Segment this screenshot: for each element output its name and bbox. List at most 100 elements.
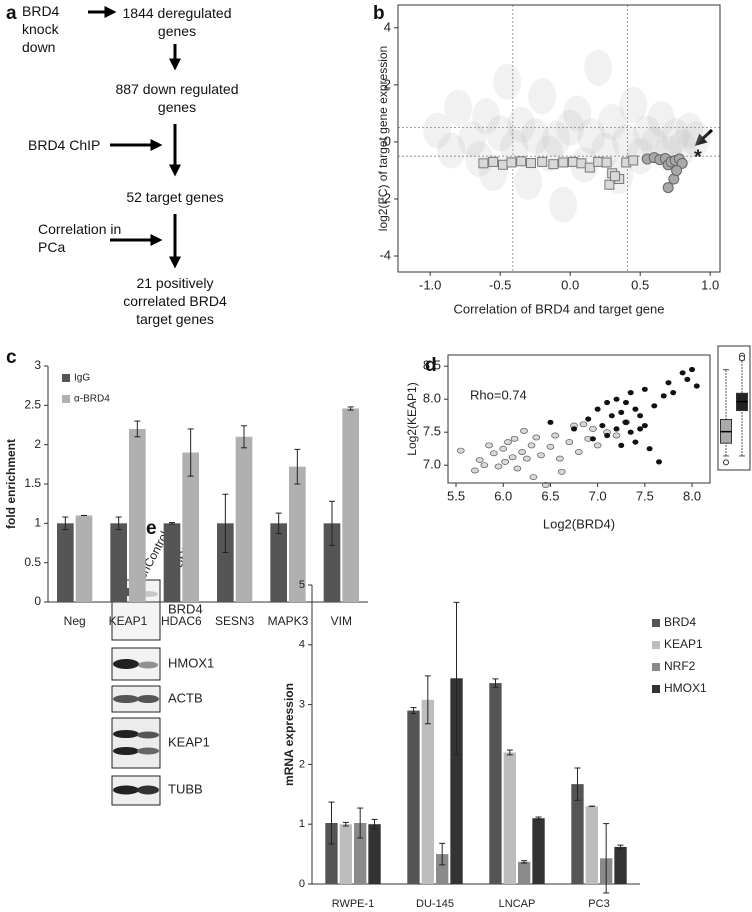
data-point	[556, 455, 564, 462]
blot-row-label: ACTB	[168, 690, 203, 705]
y-tick-label: 1.5	[24, 476, 41, 490]
data-point	[618, 442, 625, 448]
data-point	[622, 419, 629, 425]
data-point	[684, 376, 691, 383]
data-point	[647, 101, 676, 138]
bar	[110, 523, 127, 602]
bar	[325, 823, 338, 884]
x-tick-label: 6.5	[541, 488, 559, 503]
data-point	[637, 426, 644, 432]
data-point	[670, 390, 677, 396]
plot-frame	[397, 4, 721, 273]
data-point	[641, 386, 648, 392]
data-point	[577, 118, 606, 155]
y-tick-label: 7.5	[423, 424, 441, 439]
data-point	[516, 156, 527, 167]
data-point	[584, 162, 595, 173]
data-point	[613, 426, 620, 432]
bar	[339, 824, 352, 884]
x-tick-label: RWPE-1	[332, 898, 375, 910]
data-point	[593, 156, 604, 167]
data-point	[537, 156, 548, 167]
bar	[182, 452, 199, 602]
data-point	[675, 112, 704, 149]
blot-row-label: HMOX1	[168, 655, 214, 670]
x-tick-label: Neg	[64, 614, 86, 628]
y-tick-label: 2	[299, 758, 305, 770]
x-tick-label: DU-145	[416, 898, 454, 910]
bar	[614, 846, 627, 884]
bar	[354, 823, 367, 884]
flow-node: BRD4 ChIP	[28, 137, 101, 153]
data-point	[444, 89, 473, 126]
bar	[235, 436, 253, 602]
x-tick-label: -0.5	[489, 277, 511, 292]
y-tick-label: 2.5	[24, 398, 41, 412]
y-tick-label: 8.0	[423, 391, 441, 406]
y-tick-label: 0	[299, 878, 305, 890]
data-point	[557, 468, 566, 475]
data-point	[622, 399, 629, 406]
data-point	[458, 121, 487, 158]
data-point	[604, 399, 611, 406]
data-point	[584, 49, 613, 86]
data-point	[506, 157, 517, 168]
bar	[75, 515, 93, 602]
data-point	[488, 156, 499, 167]
blot-row-label: TUBB	[168, 781, 203, 796]
x-tick-label: 7.0	[589, 488, 607, 503]
data-point	[478, 158, 489, 169]
bar	[585, 806, 598, 884]
y-tick-label: 7.0	[423, 457, 441, 472]
data-point	[551, 432, 560, 439]
data-point	[514, 163, 543, 200]
panel-label: b	[373, 3, 385, 24]
bar	[163, 523, 181, 602]
bar	[323, 523, 341, 602]
bar	[532, 818, 545, 884]
data-point	[542, 121, 571, 158]
box-outlier	[723, 459, 729, 466]
x-tick-label: VIM	[331, 614, 352, 628]
x-tick-label: -1.0	[419, 277, 441, 292]
data-point	[594, 406, 601, 412]
data-point	[518, 449, 526, 455]
x-axis-label: Correlation of BRD4 and target gene	[453, 301, 664, 316]
data-point	[671, 164, 683, 176]
data-point	[656, 459, 663, 465]
annotation: *	[694, 146, 702, 168]
x-tick-label: PC3	[588, 898, 609, 910]
data-point	[493, 64, 522, 101]
x-tick-label: MAPK3	[268, 614, 309, 628]
data-point	[423, 112, 452, 149]
bar	[450, 678, 463, 884]
data-point	[472, 98, 501, 135]
data-point	[618, 409, 625, 416]
box-panel-frame	[717, 345, 751, 471]
data-point	[576, 158, 587, 169]
x-tick-label: 1.0	[701, 277, 719, 292]
data-point	[613, 396, 620, 402]
data-point	[608, 413, 615, 419]
data-point	[526, 158, 536, 169]
y-tick-label: 2	[384, 76, 391, 91]
legend-swatch	[652, 619, 660, 627]
y-axis-label: log2(FC) of target gene expression	[376, 46, 390, 231]
data-point	[628, 155, 639, 166]
data-point	[601, 157, 612, 168]
data-point	[619, 86, 648, 123]
x-tick-label: 5.5	[447, 488, 465, 503]
y-tick-label: -4	[379, 247, 391, 262]
data-point	[676, 157, 688, 169]
y-tick-label: -2	[379, 190, 391, 205]
x-tick-label: 0.0	[561, 277, 579, 292]
data-point	[489, 450, 498, 457]
data-point	[682, 121, 711, 158]
data-point	[475, 456, 484, 463]
data-point	[632, 406, 639, 412]
x-tick-label: 0.5	[631, 277, 649, 292]
bar	[217, 523, 234, 602]
bar	[518, 861, 531, 884]
blot-row-label: KEAP1	[168, 734, 210, 749]
data-point	[480, 462, 489, 469]
